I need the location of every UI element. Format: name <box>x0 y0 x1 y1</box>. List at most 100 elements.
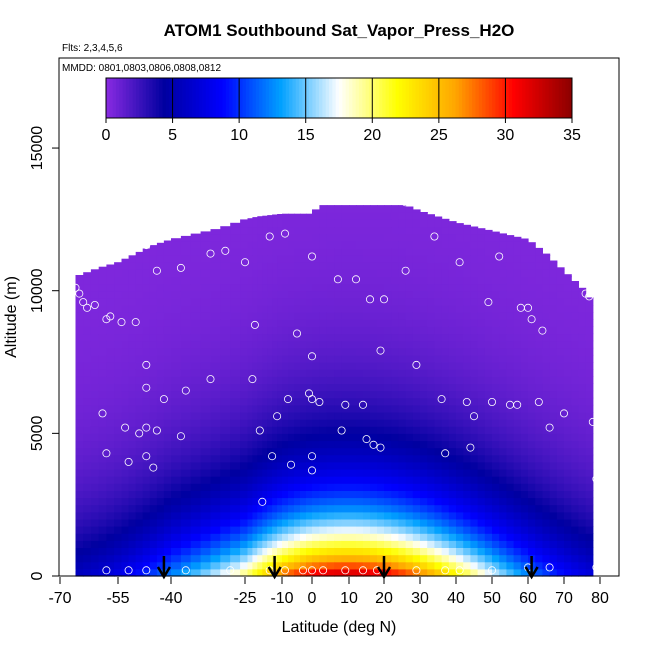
heat-cell <box>326 526 335 534</box>
heat-cell <box>83 369 92 377</box>
heat-cell <box>90 319 100 327</box>
heat-cell <box>163 447 172 456</box>
heat-cell <box>506 561 515 570</box>
heat-cell <box>114 412 123 420</box>
heat-cell <box>262 262 268 270</box>
heat-cell <box>349 326 357 335</box>
heat-cell <box>257 504 263 513</box>
heat-cell <box>128 283 137 292</box>
heat-cell <box>326 483 335 491</box>
heat-cell <box>282 376 289 384</box>
heat-cell <box>277 440 283 449</box>
heat-cell <box>470 540 479 548</box>
heat-cell <box>247 447 253 456</box>
heat-cell <box>377 347 385 356</box>
heat-cell <box>370 226 378 235</box>
heat-cell <box>412 376 421 384</box>
heat-cell <box>420 362 428 370</box>
heat-cell <box>564 312 572 320</box>
heat-cell <box>200 326 212 335</box>
heat-cell <box>90 354 100 363</box>
heat-cell <box>128 568 137 577</box>
heat-cell <box>75 518 84 527</box>
heat-cell <box>267 215 273 220</box>
heat-cell <box>288 390 295 399</box>
heat-cell <box>149 533 158 541</box>
heat-cell <box>312 568 320 577</box>
heat-cell <box>294 305 301 313</box>
heat-cell <box>585 404 594 413</box>
heat-cell <box>405 397 414 406</box>
heat-cell <box>384 490 392 499</box>
heat-cell <box>114 390 123 399</box>
data-point <box>142 241 151 250</box>
heat-cell <box>75 283 84 292</box>
heat-cell <box>556 554 565 563</box>
heat-cell <box>535 518 543 527</box>
heat-cell <box>341 354 350 363</box>
heat-cell <box>210 533 221 541</box>
heat-cell <box>549 483 558 491</box>
heat-cell <box>356 333 364 342</box>
heat-cell <box>412 554 421 563</box>
heat-cell <box>257 326 263 335</box>
heat-cell <box>499 362 507 370</box>
colorbar-segment <box>299 78 303 118</box>
heat-cell <box>513 433 522 442</box>
heat-cell <box>240 297 249 306</box>
heat-cell <box>312 276 320 285</box>
heat-cell <box>448 397 457 406</box>
heat-cell <box>484 461 493 470</box>
heat-cell <box>163 497 172 506</box>
heat-cell <box>257 376 263 384</box>
heat-cell <box>272 518 278 527</box>
heat-cell <box>282 547 289 556</box>
heat-cell <box>252 247 258 256</box>
colorbar-segment <box>329 78 333 118</box>
colorbar-segment <box>175 78 180 118</box>
heat-cell <box>90 483 100 491</box>
heat-cell <box>272 297 278 306</box>
heat-cell <box>277 376 283 384</box>
heat-cell <box>142 390 151 399</box>
heat-cell <box>499 504 507 513</box>
heat-cell <box>349 533 357 541</box>
heat-cell <box>528 454 536 463</box>
heat-cell <box>319 305 328 313</box>
heat-cell <box>412 326 421 335</box>
heat-cell <box>306 383 313 392</box>
heat-cell <box>405 561 414 570</box>
heat-cell <box>326 426 335 434</box>
heat-cell <box>391 476 399 484</box>
heat-cell <box>230 305 241 313</box>
heat-cell <box>247 404 253 413</box>
heat-cell <box>300 483 307 491</box>
heat-cell <box>448 390 457 399</box>
heat-cell <box>128 426 137 434</box>
heat-cell <box>190 362 202 370</box>
heat-cell <box>306 312 313 320</box>
heat-cell <box>319 240 328 249</box>
data-point <box>258 497 267 506</box>
heat-cell <box>520 340 529 349</box>
heat-cell <box>571 469 579 477</box>
heat-cell <box>277 362 283 370</box>
colorbar-segment <box>212 78 217 118</box>
heat-cell <box>412 333 421 342</box>
heat-cell <box>528 383 536 392</box>
heat-cell <box>220 269 231 277</box>
heat-cell <box>252 340 258 349</box>
heat-cell <box>427 383 435 392</box>
heat-cell <box>142 568 151 577</box>
heat-cell <box>384 376 392 384</box>
heat-cell <box>240 518 249 527</box>
heat-cell <box>370 233 378 242</box>
heat-cell <box>356 397 364 406</box>
heat-cell <box>230 454 241 463</box>
heat-cell <box>520 347 529 356</box>
heat-cell <box>180 305 192 313</box>
heat-cell <box>300 326 307 335</box>
heat-cell <box>434 511 443 520</box>
heat-cell <box>499 483 507 491</box>
heat-cell <box>441 340 450 349</box>
